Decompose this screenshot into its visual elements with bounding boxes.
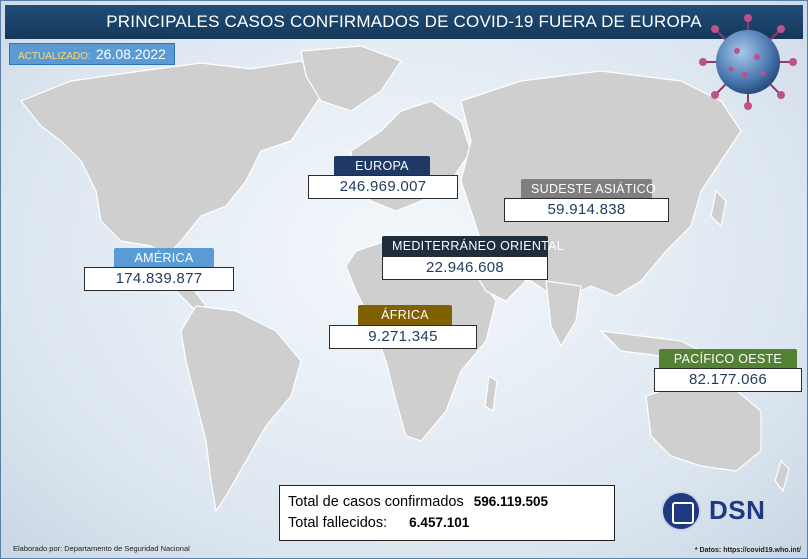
greenland-landmass [300, 45, 402, 112]
india-landmass [545, 280, 582, 348]
page-title: PRINCIPALES CASOS CONFIRMADOS DE COVID-1… [5, 5, 803, 39]
dsn-logo: DSN [661, 491, 771, 533]
region-sudeste-asiatico-value: 59.914.838 [504, 198, 669, 222]
world-map [20, 45, 790, 513]
region-america-value: 174.839.877 [84, 267, 234, 291]
page-title-text: PRINCIPALES CASOS CONFIRMADOS DE COVID-1… [106, 12, 702, 31]
region-pacifico-oeste-label: PACÍFICO OESTE [659, 349, 797, 369]
updated-label: ACTUALIZADO: [18, 51, 91, 62]
dsn-logo-text: DSN [709, 495, 766, 525]
region-pacifico-oeste-value: 82.177.066 [654, 368, 802, 392]
new-zealand-landmass [774, 459, 790, 493]
region-europa-label: EUROPA [334, 156, 430, 176]
totals-box: Total de casos confirmados 596.119.505 T… [279, 485, 615, 541]
updated-date: 26.08.2022 [95, 46, 166, 62]
credit-text: Elaborado por: Departamento de Seguridad… [13, 544, 190, 553]
region-mediterraneo-oriental-value: 22.946.608 [382, 256, 548, 280]
updated-badge: ACTUALIZADO: 26.08.2022 [9, 43, 175, 65]
total-cases-value: 596.119.505 [473, 494, 549, 509]
australia-landmass [645, 380, 762, 472]
total-cases-label: Total de casos confirmados [288, 494, 464, 510]
region-europa-value: 246.969.007 [308, 175, 458, 199]
source-text: * Datos: https://covid19.who.int/ [694, 547, 801, 554]
north-america-landmass [20, 60, 332, 257]
region-mediterraneo-oriental-label: MEDITERRÁNEO ORIENTAL [382, 236, 564, 256]
coronavirus-icon [699, 14, 797, 110]
region-africa-label: ÁFRICA [358, 305, 452, 325]
south-america-landmass [180, 305, 302, 513]
region-africa-value: 9.271.345 [329, 325, 477, 349]
total-deaths-label: Total fallecidos: [288, 515, 388, 531]
region-america-label: AMÉRICA [114, 248, 214, 268]
total-deaths-row: Total fallecidos: 6.457.101 [288, 515, 469, 531]
total-deaths-value: 6.457.101 [409, 515, 470, 530]
madagascar-landmass [484, 374, 498, 413]
dsn-seal-icon [661, 491, 701, 531]
total-cases-row: Total de casos confirmados 596.119.505 [288, 494, 548, 510]
region-sudeste-asiatico-label: SUDESTE ASIÁTICO [521, 179, 656, 199]
japan-landmass [710, 189, 727, 228]
